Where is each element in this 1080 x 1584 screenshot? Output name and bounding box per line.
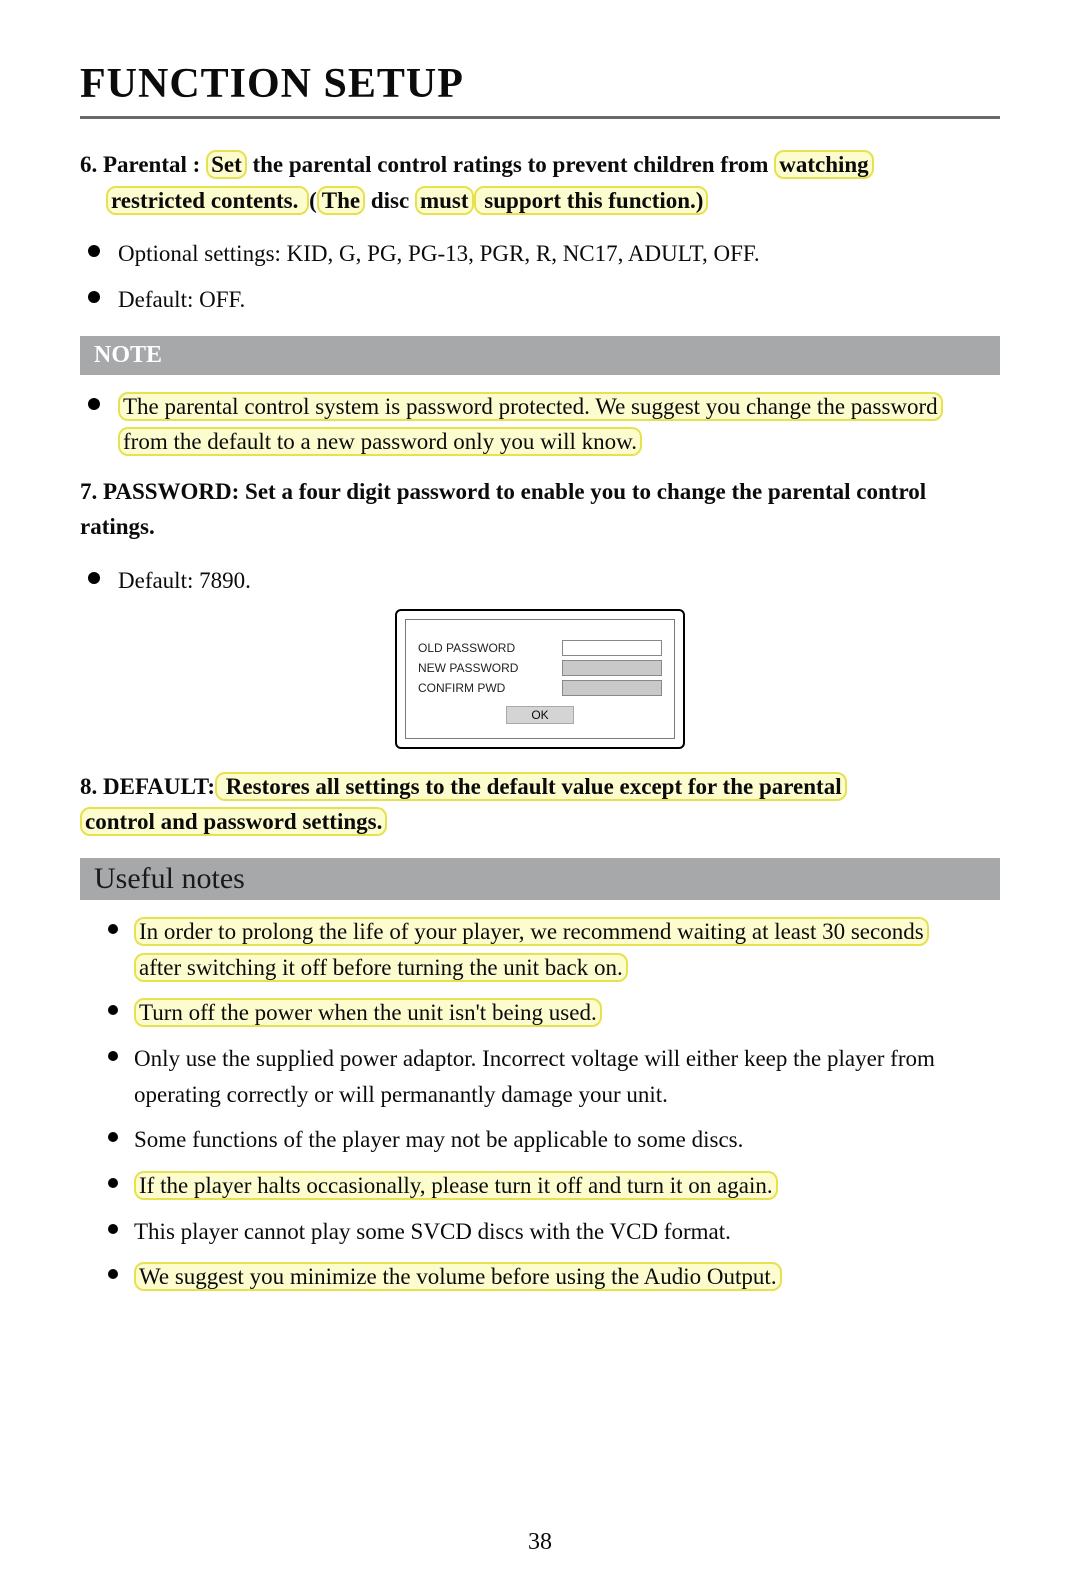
item-6: 6. Parental : Set the parental control r… xyxy=(80,147,1000,218)
pw-row-new: NEW PASSWORD xyxy=(418,660,662,676)
useful-note-6: This player cannot play some SVCD discs … xyxy=(90,1214,1000,1250)
confirm-password-field[interactable] xyxy=(562,680,662,696)
item-6-mid: disc xyxy=(365,188,415,213)
useful-note-5: If the player halts occasionally, please… xyxy=(90,1168,1000,1204)
item-6-paren: ( xyxy=(309,188,317,213)
bullet-optional: Optional settings: KID, G, PG, PG-13, PG… xyxy=(80,236,1000,272)
note-heading: NOTE xyxy=(80,336,1000,375)
note-bullet: The parental control system is password … xyxy=(80,389,1000,460)
new-password-field[interactable] xyxy=(562,660,662,676)
useful-note-6-text: This player cannot play some SVCD discs … xyxy=(134,1214,731,1250)
useful-7-hl: We suggest you minimize the volume befor… xyxy=(134,1262,782,1291)
useful-note-1: In order to prolong the life of your pla… xyxy=(90,914,1000,985)
password-panel: OLD PASSWORD NEW PASSWORD CONFIRM PWD OK xyxy=(395,609,685,749)
useful-notes-list: In order to prolong the life of your pla… xyxy=(90,914,1000,1295)
item-6-rest-hl: support this function.) xyxy=(474,186,709,215)
pw-row-old: OLD PASSWORD xyxy=(418,640,662,656)
item-6-set-hl: Set xyxy=(206,150,247,179)
bullet-default-off-text: Default: OFF. xyxy=(118,282,245,318)
password-panel-inner: OLD PASSWORD NEW PASSWORD CONFIRM PWD OK xyxy=(405,619,675,739)
old-password-field[interactable] xyxy=(562,640,662,656)
item-6-lead: Parental : xyxy=(103,152,206,177)
useful-notes-heading: Useful notes xyxy=(80,858,1000,900)
bullet-dot-icon xyxy=(88,245,100,257)
useful-note-3-text: Only use the supplied power adaptor. Inc… xyxy=(134,1041,1000,1112)
title-rule xyxy=(80,116,1000,119)
item-6-a: the parental control ratings to prevent … xyxy=(247,152,774,177)
bullet-default-7890: Default: 7890. xyxy=(80,563,1000,599)
item-6-the-hl: The xyxy=(317,186,365,215)
note-hl-2: from the default to a new password only … xyxy=(118,427,642,456)
bullet-dot-icon xyxy=(108,1224,118,1234)
useful-2-hl: Turn off the power when the unit isn't b… xyxy=(134,998,602,1027)
item-8: 8. DEFAULT: Restores all settings to the… xyxy=(80,769,1000,840)
useful-1-hl1: In order to prolong the life of your pla… xyxy=(134,917,929,946)
bullet-dot-icon xyxy=(108,924,118,934)
useful-note-4: Some functions of the player may not be … xyxy=(90,1122,1000,1158)
page-number: 38 xyxy=(0,1529,1080,1556)
ok-button[interactable]: OK xyxy=(506,706,574,724)
parental-bullets: Optional settings: KID, G, PG, PG-13, PG… xyxy=(80,236,1000,317)
useful-1-hl2: after switching it off before turning th… xyxy=(134,953,628,982)
bullet-dot-icon xyxy=(108,1132,118,1142)
bullet-dot-icon xyxy=(88,291,100,303)
useful-5-hl: If the player halts occasionally, please… xyxy=(134,1171,778,1200)
pw-label-confirm: CONFIRM PWD xyxy=(418,681,505,695)
useful-note-7: We suggest you minimize the volume befor… xyxy=(90,1259,1000,1295)
item-6-watching-hl: watching xyxy=(774,150,873,179)
useful-note-2-text: Turn off the power when the unit isn't b… xyxy=(134,995,602,1031)
item-8-lead: 8. DEFAULT: xyxy=(80,774,215,799)
useful-note-1-text: In order to prolong the life of your pla… xyxy=(134,914,929,985)
page-title: FUNCTION SETUP xyxy=(80,60,1000,108)
bullet-dot-icon xyxy=(108,1269,118,1279)
bullet-dot-icon xyxy=(108,1178,118,1188)
useful-note-3: Only use the supplied power adaptor. Inc… xyxy=(90,1041,1000,1112)
useful-note-5-text: If the player halts occasionally, please… xyxy=(134,1168,778,1204)
bullet-dot-icon xyxy=(108,1051,118,1061)
bullet-optional-text: Optional settings: KID, G, PG, PG-13, PG… xyxy=(118,236,760,272)
useful-note-2: Turn off the power when the unit isn't b… xyxy=(90,995,1000,1031)
item-7: 7. PASSWORD: Set a four digit password t… xyxy=(80,474,1000,545)
item-6-line2a-hl: restricted contents. xyxy=(106,186,309,215)
note-hl-1: The parental control system is password … xyxy=(118,392,943,421)
bullet-dot-icon xyxy=(88,572,100,584)
item-8-hl2: control and password settings. xyxy=(80,807,387,836)
pw-label-old: OLD PASSWORD xyxy=(418,641,515,655)
bullet-default-7890-text: Default: 7890. xyxy=(118,563,251,599)
item-8-hl1: Restores all settings to the default val… xyxy=(215,772,847,801)
bullet-dot-icon xyxy=(108,1005,118,1015)
item-6-number: 6. xyxy=(80,152,103,177)
pw-label-new: NEW PASSWORD xyxy=(418,661,518,675)
useful-note-7-text: We suggest you minimize the volume befor… xyxy=(134,1259,782,1295)
manual-page: FUNCTION SETUP 6. Parental : Set the par… xyxy=(80,60,1000,1305)
bullet-dot-icon xyxy=(88,398,100,410)
item-6-must-hl: must xyxy=(415,186,474,215)
note-bullet-text: The parental control system is password … xyxy=(118,389,943,460)
pw-row-confirm: CONFIRM PWD xyxy=(418,680,662,696)
bullet-default-off: Default: OFF. xyxy=(80,282,1000,318)
useful-note-4-text: Some functions of the player may not be … xyxy=(134,1122,743,1158)
